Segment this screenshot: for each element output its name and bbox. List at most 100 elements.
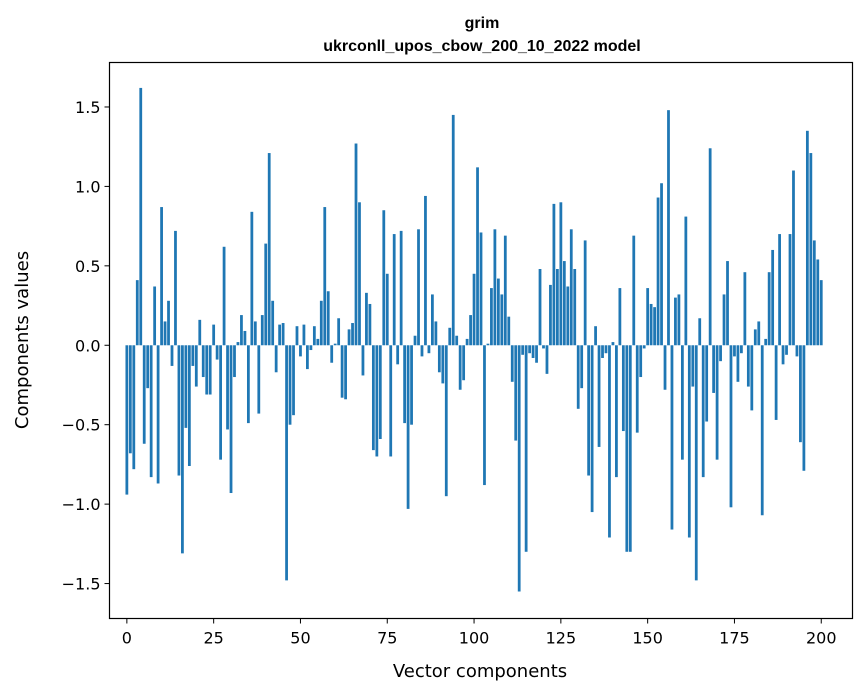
bar: [642, 345, 646, 349]
bar: [615, 345, 618, 478]
bar: [201, 345, 205, 378]
bar: [462, 345, 466, 381]
bar: [566, 286, 570, 346]
bar: [156, 345, 160, 484]
bar: [344, 345, 347, 400]
bar: [698, 318, 702, 346]
bar: [354, 143, 358, 346]
bar: [191, 345, 195, 366]
bar: [604, 345, 608, 354]
bar: [437, 345, 441, 373]
bar: [528, 345, 531, 354]
x-tick-label: 0: [122, 629, 132, 648]
bar: [194, 345, 198, 387]
bar: [330, 345, 334, 363]
bar: [125, 345, 129, 495]
bar: [639, 345, 643, 378]
bar: [674, 297, 677, 346]
bar: [559, 202, 563, 346]
bar: [132, 345, 136, 470]
bar: [208, 345, 212, 395]
bar: [733, 345, 736, 357]
bar: [740, 345, 743, 354]
bar: [285, 345, 288, 581]
bar: [413, 335, 417, 346]
y-tick-label: 1.5: [75, 98, 100, 117]
bar: [337, 318, 341, 346]
bar: [774, 345, 778, 420]
bar: [496, 278, 500, 346]
bar: [323, 207, 327, 346]
bar: [233, 345, 236, 378]
bar: [753, 329, 757, 346]
bar: [243, 330, 247, 346]
bar: [215, 345, 219, 360]
y-tick-label: −0.5: [62, 416, 101, 435]
bar: [660, 183, 663, 346]
bar: [729, 345, 733, 508]
bar: [715, 345, 719, 460]
y-tick-label: 1.0: [75, 177, 100, 196]
bar: [455, 335, 459, 346]
bar: [392, 234, 396, 346]
y-tick-label: 0.0: [75, 336, 100, 355]
bar: [521, 345, 525, 355]
bar: [368, 303, 372, 346]
bar: [670, 345, 674, 530]
bar: [795, 345, 799, 357]
bar: [746, 345, 750, 387]
bar: [219, 345, 222, 460]
bar: [469, 315, 472, 346]
bar: [805, 130, 809, 346]
bar: [472, 273, 476, 346]
bar: [424, 195, 427, 346]
bar: [128, 345, 132, 454]
bar: [361, 345, 365, 376]
bar: [246, 345, 250, 424]
bar: [514, 345, 518, 441]
bar: [396, 345, 400, 365]
bar: [632, 235, 636, 346]
bar: [476, 167, 479, 346]
bar: [687, 345, 691, 538]
bar: [389, 345, 393, 457]
bar: [767, 272, 771, 346]
bar: [253, 321, 257, 346]
bar: [608, 345, 611, 538]
bar: [726, 261, 729, 346]
bar: [420, 345, 424, 357]
bar: [306, 345, 309, 370]
y-tick-label: 0.5: [75, 257, 100, 276]
bar: [649, 303, 653, 346]
bar: [458, 345, 462, 390]
bar: [555, 269, 559, 346]
bar: [260, 315, 264, 346]
bar: [292, 345, 295, 416]
bar: [590, 345, 594, 513]
x-tick-label: 200: [806, 629, 837, 648]
bar: [441, 345, 445, 384]
bar: [569, 229, 573, 346]
bar: [222, 246, 226, 346]
bar: [701, 345, 705, 478]
bar: [538, 269, 542, 346]
bar: [597, 345, 601, 447]
bar: [427, 345, 431, 354]
bar: [316, 338, 320, 346]
bar: [312, 326, 316, 346]
bar: [309, 345, 313, 351]
bar: [483, 345, 486, 486]
bar: [594, 326, 597, 346]
bar: [583, 240, 587, 346]
bar: [451, 114, 455, 346]
bar: [601, 345, 604, 358]
bar: [403, 345, 407, 424]
bar: [781, 345, 785, 365]
bar: [184, 345, 188, 428]
bar: [667, 110, 670, 346]
bar: [417, 229, 420, 346]
bar: [299, 345, 302, 357]
bar: [691, 345, 695, 387]
bar: [531, 345, 535, 358]
